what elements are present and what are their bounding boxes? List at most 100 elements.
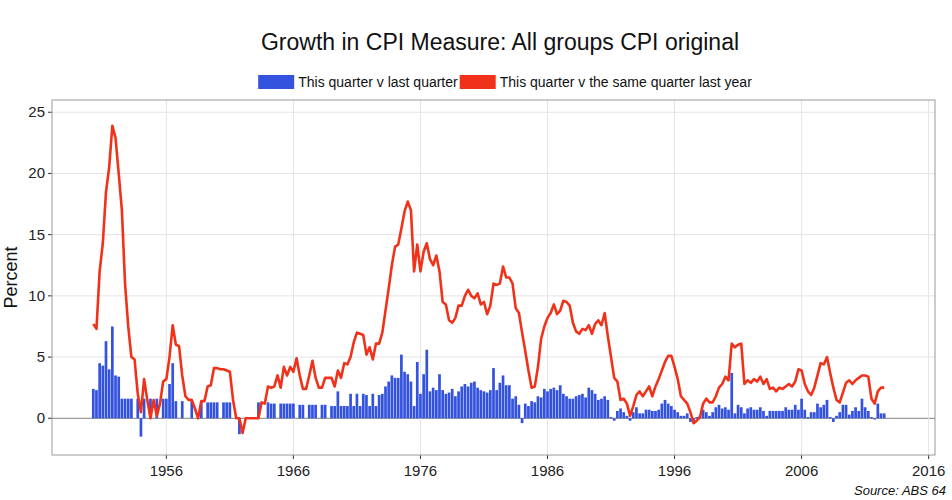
bar	[552, 388, 555, 419]
bar	[464, 384, 467, 418]
data-layer	[92, 126, 886, 437]
bar	[740, 407, 743, 418]
x-grid-line	[293, 100, 294, 455]
y-grid-line	[52, 295, 935, 296]
bar	[530, 401, 533, 418]
bar	[670, 406, 673, 418]
bar	[638, 413, 641, 418]
x-grid-line	[928, 100, 929, 455]
bar	[667, 404, 670, 419]
bar	[543, 389, 546, 418]
bar	[819, 407, 822, 418]
bar	[800, 399, 803, 419]
bar	[448, 393, 451, 419]
bar	[124, 399, 127, 419]
bar	[765, 416, 768, 418]
x-tick-label: 1976	[404, 462, 437, 479]
x-grid-line	[166, 100, 167, 455]
bar	[759, 407, 762, 418]
bar	[772, 411, 775, 418]
bar	[711, 412, 714, 418]
x-grid-line	[420, 100, 421, 455]
bar	[619, 408, 622, 418]
bar	[486, 393, 489, 419]
bar	[807, 417, 810, 418]
bar	[803, 410, 806, 419]
bar	[209, 402, 212, 418]
x-tick	[547, 455, 548, 459]
bar	[413, 406, 416, 418]
bar	[279, 404, 282, 419]
bar	[441, 390, 444, 418]
bar	[286, 404, 289, 419]
bar	[762, 411, 765, 418]
x-grid-line	[547, 100, 548, 455]
bar	[606, 400, 609, 418]
bar	[451, 389, 454, 418]
bar	[460, 386, 463, 418]
x-tick-label: 1956	[150, 462, 183, 479]
bar	[352, 406, 355, 418]
bar	[876, 404, 879, 419]
bar	[445, 394, 448, 418]
x-tick-label: 1966	[277, 462, 310, 479]
x-tick-label: 2016	[912, 462, 945, 479]
bar	[556, 390, 559, 418]
bar	[492, 368, 495, 418]
bar	[181, 401, 184, 418]
bar	[121, 399, 124, 419]
bar	[314, 405, 317, 418]
bar	[283, 404, 286, 419]
bar	[92, 389, 95, 418]
y-tick	[48, 112, 52, 113]
bar	[629, 418, 632, 420]
bar	[514, 396, 517, 418]
bar	[308, 405, 311, 418]
bar	[101, 366, 104, 419]
bar	[591, 390, 594, 418]
bar	[826, 400, 829, 418]
bar	[340, 406, 343, 418]
bar	[753, 410, 756, 419]
bar	[575, 396, 578, 418]
bar	[429, 391, 432, 418]
bar	[880, 413, 883, 418]
bar	[768, 411, 771, 418]
bar	[378, 395, 381, 418]
bar	[302, 405, 305, 418]
bar	[651, 411, 654, 418]
bar	[594, 394, 597, 418]
bar	[108, 369, 111, 418]
x-tick	[166, 455, 167, 459]
bar	[714, 407, 717, 418]
source-note: Source: ABS 64	[854, 483, 946, 498]
bar	[505, 385, 508, 418]
bar	[270, 404, 273, 419]
bar	[432, 388, 435, 419]
bar	[416, 362, 419, 418]
bar	[857, 411, 860, 418]
bar	[298, 405, 301, 418]
y-grid-line	[52, 234, 935, 235]
x-tick-label: 2006	[785, 462, 818, 479]
bar	[479, 390, 482, 418]
bar	[559, 385, 562, 418]
bar	[371, 394, 374, 418]
bar	[791, 410, 794, 419]
bar	[832, 418, 835, 422]
bar	[524, 404, 527, 419]
bar	[140, 418, 143, 436]
bar	[222, 402, 225, 418]
bar	[730, 373, 733, 418]
bar	[527, 406, 530, 418]
bar	[206, 402, 209, 418]
bar	[680, 416, 683, 418]
bar	[600, 399, 603, 419]
bar	[403, 372, 406, 419]
bar	[368, 406, 371, 418]
bar	[784, 407, 787, 418]
bar	[225, 402, 228, 418]
bar	[410, 382, 413, 419]
bar	[394, 378, 397, 418]
y-grid-line	[52, 357, 935, 358]
